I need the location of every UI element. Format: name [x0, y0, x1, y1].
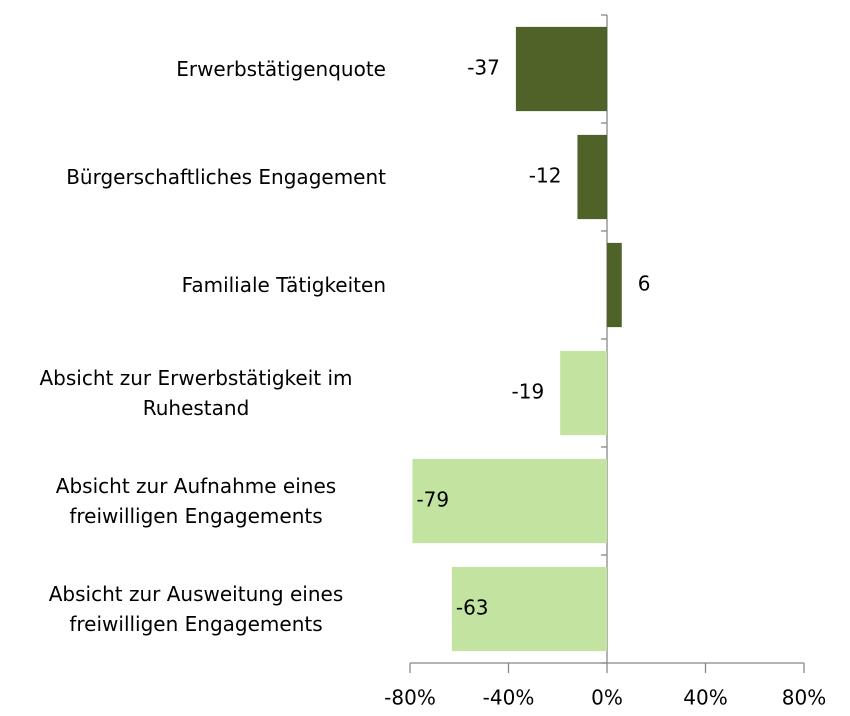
x-tick-label: 0%: [591, 686, 623, 710]
value-label: 6: [638, 272, 651, 296]
x-tick-label: -40%: [483, 686, 535, 710]
value-label: -79: [416, 488, 449, 512]
value-label: -19: [512, 380, 545, 404]
bar: [515, 26, 607, 112]
category-label: Absicht zur Erwerbstätigkeit im Ruhestan…: [39, 366, 353, 420]
category-label: Bürgerschaftliches Engagement: [66, 165, 386, 189]
x-tick-label: 80%: [782, 686, 826, 710]
category-label: Absicht zur Aufnahme eines freiwilligen …: [55, 474, 337, 528]
value-label: -12: [529, 164, 562, 188]
x-tick-label: 40%: [683, 686, 727, 710]
bar: [577, 134, 607, 220]
value-label: -63: [456, 596, 489, 620]
category-label: Absicht zur Ausweitung eines freiwillige…: [48, 582, 344, 636]
bar: [607, 242, 622, 328]
bar: [560, 350, 607, 436]
value-label: -37: [467, 56, 500, 80]
category-label: Familiale Tätigkeiten: [181, 273, 386, 297]
category-label: Erwerbstätigenquote: [176, 57, 386, 81]
bar: [451, 566, 607, 652]
bar: [412, 458, 607, 544]
x-tick-label: -80%: [384, 686, 436, 710]
